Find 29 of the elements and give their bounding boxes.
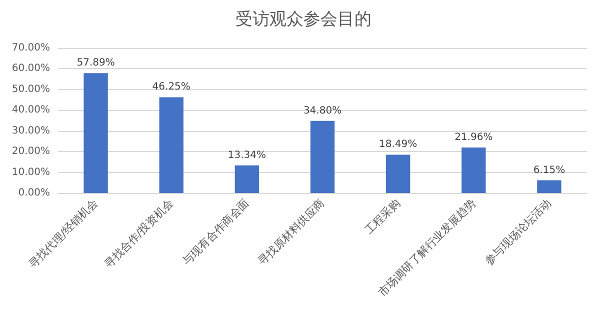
y-tick-label: 70.00%	[12, 42, 50, 54]
data-label: 21.96%	[454, 132, 493, 144]
bar	[537, 180, 562, 193]
x-tick-label: 寻找代理/经销机会	[26, 196, 100, 270]
x-tick-label: 与现有合作商会面	[180, 196, 252, 268]
y-tick-label: 30.00%	[12, 125, 50, 136]
data-label: 34.80%	[303, 105, 342, 116]
bar	[84, 73, 108, 193]
y-tick-label: 40.00%	[12, 104, 50, 116]
y-tick-label: 60.00%	[12, 63, 50, 74]
x-tick-label: 工程采购	[362, 196, 403, 237]
bar	[310, 120, 335, 193]
chart-title: 受访观众参会目的	[236, 10, 372, 30]
data-label: 6.15%	[533, 164, 566, 176]
bar	[159, 97, 184, 193]
x-tick-label: 寻找原材料供应商	[256, 196, 328, 268]
x-tick-label: 参与现场论坛活动	[482, 196, 554, 268]
data-label: 13.34%	[228, 150, 266, 161]
data-label: 46.25%	[152, 82, 190, 93]
y-tick-label: 0.00%	[18, 188, 50, 198]
data-label: 18.49%	[379, 139, 418, 150]
bar	[234, 165, 260, 193]
bar	[386, 154, 410, 193]
y-tick-label: 50.00%	[12, 84, 50, 95]
y-tick-label: 20.00%	[12, 146, 50, 158]
bar	[462, 148, 486, 193]
x-tick-label: 寻找合作/投资机会	[102, 196, 176, 270]
y-tick-label: 10.00%	[12, 166, 50, 178]
data-label: 57.89%	[76, 58, 115, 69]
